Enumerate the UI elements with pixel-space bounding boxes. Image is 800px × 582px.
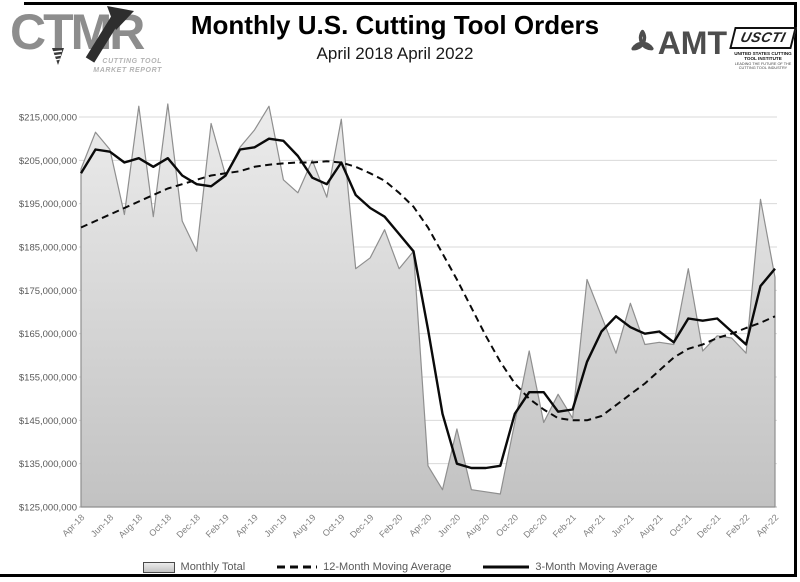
y-tick-label: $195,000,000 bbox=[19, 199, 77, 210]
x-tick-label: Aug-19 bbox=[290, 512, 318, 540]
y-tick-label: $135,000,000 bbox=[19, 459, 77, 470]
page-subtitle: April 2018 April 2022 bbox=[316, 44, 474, 63]
frame-border-right bbox=[794, 2, 797, 577]
legend-item-3-month-ma: 3-Month Moving Average bbox=[483, 561, 657, 573]
legend-solid-line-sample bbox=[483, 565, 530, 569]
uscti-subtitle-line1: UNITED STATES CUTTING TOOL INSTITUTE bbox=[734, 51, 792, 61]
x-tick-label: Feb-20 bbox=[377, 512, 404, 539]
x-tick-label: Aug-21 bbox=[637, 512, 665, 540]
x-axis-labels: Apr-18 Jun-18 Aug-18 Oct-18 Dec-18 Feb-19 Apr-… bbox=[60, 512, 780, 540]
chart-series bbox=[79, 103, 776, 508]
x-tick-label: Oct-21 bbox=[667, 512, 693, 538]
amt-trefoil-icon bbox=[631, 29, 654, 50]
x-tick-label: Aug-20 bbox=[464, 512, 492, 540]
monthly-total-area bbox=[80, 103, 776, 508]
legend-label-3-month-ma: 3-Month Moving Average bbox=[535, 561, 658, 573]
x-tick-label: Aug-18 bbox=[117, 512, 145, 540]
x-tick-label: Dec-21 bbox=[695, 512, 723, 540]
x-tick-label: Jun-19 bbox=[262, 512, 289, 539]
y-tick-label: $185,000,000 bbox=[19, 243, 77, 254]
uscti-logo: USCTI UNITED STATES CUTTING TOOL INSTITU… bbox=[729, 27, 797, 71]
legend-label-12-month-ma: 12-Month Moving Average bbox=[323, 561, 452, 573]
uscti-subtitle-line2: LEADING THE FUTURE OF THE CUTTING TOOL I… bbox=[734, 62, 792, 71]
x-tick-label: Dec-19 bbox=[348, 512, 376, 540]
x-tick-label: Feb-21 bbox=[551, 512, 578, 539]
brand-logos: AMT USCTI UNITED STATES CUTTING TOOL INS… bbox=[627, 27, 797, 71]
page-title: Monthly U.S. Cutting Tool Orders bbox=[190, 10, 600, 40]
x-tick-label: Oct-20 bbox=[494, 512, 520, 538]
x-tick-label: Oct-18 bbox=[147, 512, 173, 538]
chart-legend: Monthly Total 12-Month Moving Average 3-… bbox=[0, 561, 800, 573]
amt-logo: AMT bbox=[627, 27, 727, 59]
ctmr-caption-line1: CUTTING TOOL bbox=[102, 58, 162, 65]
y-tick-label: $205,000,000 bbox=[19, 156, 77, 167]
legend-item-12-month-ma: 12-Month Moving Average bbox=[277, 561, 451, 573]
x-tick-label: Dec-20 bbox=[521, 512, 549, 540]
x-tick-label: Apr-19 bbox=[234, 512, 260, 538]
frame-border-bottom bbox=[0, 574, 797, 577]
y-tick-label: $165,000,000 bbox=[19, 329, 77, 340]
y-tick-label: $175,000,000 bbox=[19, 286, 77, 297]
legend-item-monthly-total: Monthly Total bbox=[142, 561, 246, 573]
legend-area-swatch bbox=[142, 561, 175, 573]
y-axis-labels: $215,000,000 $205,000,000 $195,000,000 $185… bbox=[19, 113, 77, 514]
amt-logo-text: AMT bbox=[657, 25, 727, 61]
legend-dashed-line-sample bbox=[277, 565, 318, 569]
legend-label-monthly-total: Monthly Total bbox=[180, 561, 246, 573]
ctmr-logo-caption: CUTTING TOOL MARKET REPORT bbox=[10, 57, 162, 75]
ctmr-caption-line2: MARKET REPORT bbox=[93, 67, 162, 74]
x-tick-label: Jun-21 bbox=[609, 512, 636, 539]
x-tick-label: Oct-19 bbox=[320, 512, 346, 538]
frame-border-top bbox=[24, 2, 797, 5]
x-tick-label: Dec-18 bbox=[174, 512, 202, 540]
x-tick-label: Apr-20 bbox=[407, 512, 433, 538]
x-tick-label: Feb-19 bbox=[204, 512, 231, 539]
title-block: Monthly U.S. Cutting Tool Orders April 2… bbox=[165, 10, 625, 64]
x-tick-label: Apr-21 bbox=[581, 512, 607, 538]
ma12-line bbox=[80, 160, 776, 422]
x-tick-label: Apr-22 bbox=[754, 512, 780, 538]
x-tick-label: Apr-18 bbox=[60, 512, 86, 538]
x-tick-label: Jun-20 bbox=[436, 512, 463, 539]
x-tick-label: Jun-18 bbox=[89, 512, 116, 539]
x-tick-label: Feb-22 bbox=[724, 512, 751, 539]
y-tick-label: $125,000,000 bbox=[19, 503, 77, 514]
y-tick-label: $155,000,000 bbox=[19, 373, 77, 384]
y-tick-label: $215,000,000 bbox=[19, 113, 77, 124]
ma3-line bbox=[79, 137, 776, 470]
y-tick-label: $145,000,000 bbox=[19, 416, 77, 427]
